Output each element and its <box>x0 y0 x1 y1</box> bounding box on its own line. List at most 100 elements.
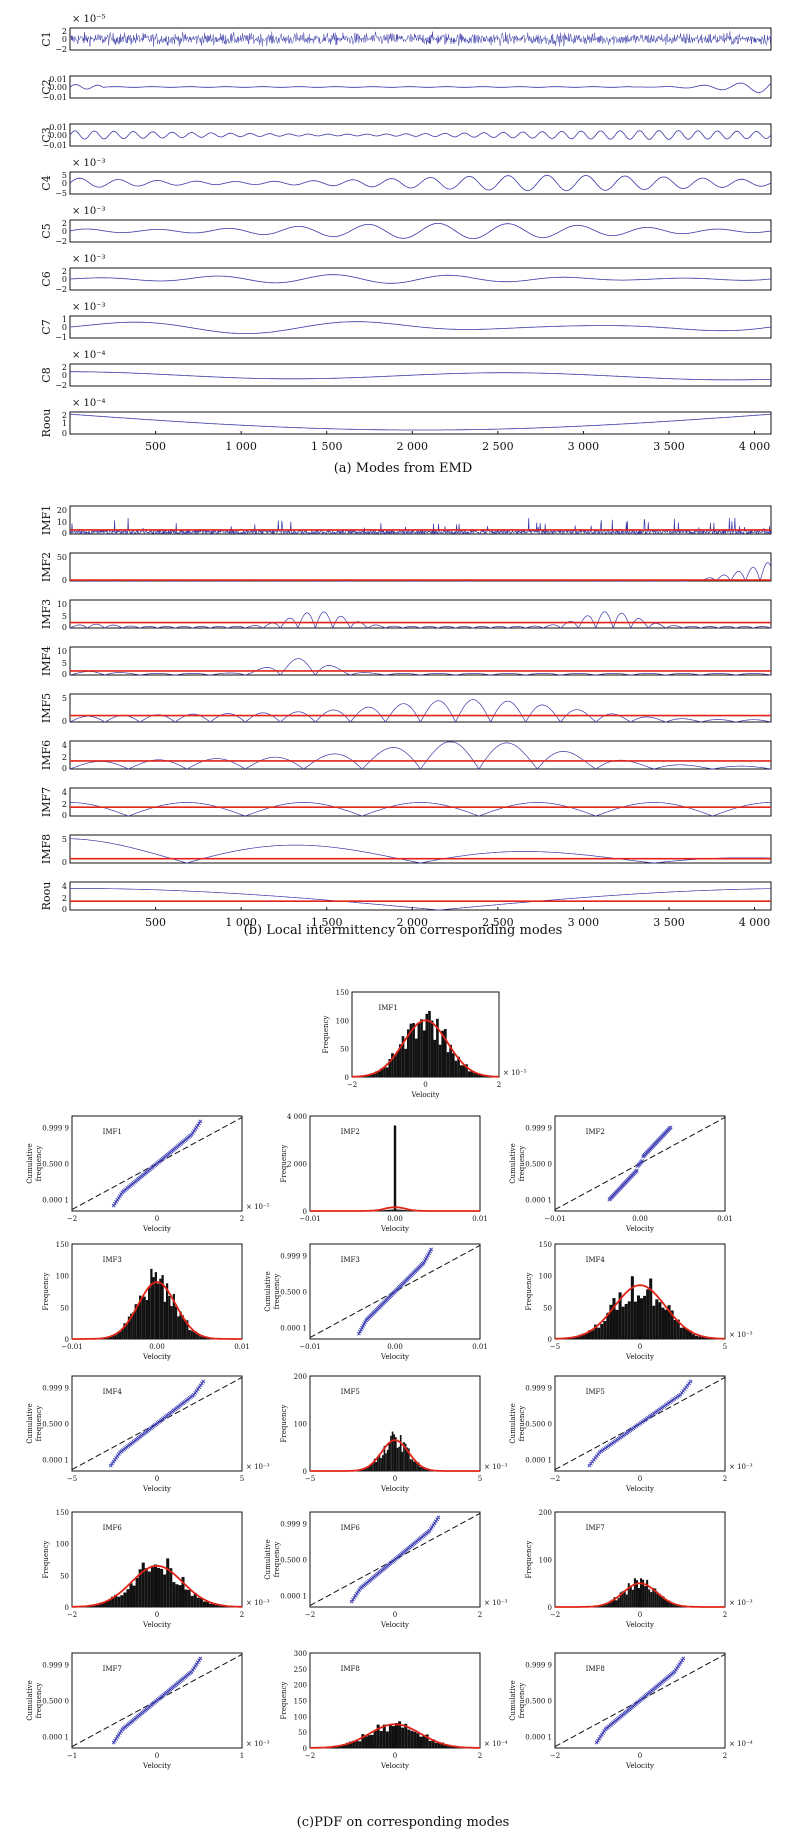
histogram-bar <box>374 1730 377 1748</box>
histogram-bar <box>396 1210 397 1211</box>
histogram-bar <box>411 1459 413 1471</box>
histogram-bar <box>416 1733 419 1748</box>
intermittency-series-line <box>70 700 771 722</box>
emd-panel: C5× 10⁻³20−2 <box>40 206 771 246</box>
x-tick-label: 2 <box>478 1611 482 1619</box>
x-tick-label: 0 <box>638 1611 642 1619</box>
y-tick-label: 0.500 0 <box>280 1557 307 1565</box>
histogram-bar <box>407 1730 410 1748</box>
histogram-bar <box>191 1331 193 1339</box>
histogram-bar <box>193 1332 195 1339</box>
histogram-bar <box>600 1324 603 1339</box>
emd-panel: C8× 10⁻⁴20−2 <box>40 350 771 390</box>
y-tick-label: 200 <box>294 1682 307 1690</box>
x-axis-label: Velocity <box>625 1353 654 1361</box>
y-tick-label: 0.500 0 <box>42 1421 69 1429</box>
histogram-bar <box>177 1316 179 1339</box>
x-axis-label: Velocity <box>142 1353 171 1361</box>
histogram-bar <box>616 1310 619 1339</box>
y-tick-label: 150 <box>56 1509 69 1517</box>
y-tick-label: 0.000 1 <box>280 1593 307 1601</box>
histogram-bar <box>640 1298 643 1339</box>
histogram-bar <box>390 1210 391 1211</box>
panel-ylabel: IMF6 <box>40 740 53 770</box>
x-tick-label: 2 000 <box>397 440 429 453</box>
intermittency-series-line <box>70 803 771 817</box>
histogram-bar <box>423 1030 426 1077</box>
y-axis-label: Frequency <box>525 1273 533 1311</box>
histogram-bar <box>375 1462 377 1471</box>
x-axis-label: Velocity <box>380 1353 409 1361</box>
x-tick-label: 3 000 <box>568 916 600 929</box>
histogram-bar <box>455 1061 458 1077</box>
y-tick-label: −2 <box>55 285 67 294</box>
y-axis-label: Cumulative <box>26 1680 34 1721</box>
histogram-bar <box>591 1330 594 1339</box>
histogram-bar <box>209 1604 212 1607</box>
axis-exponent: × 10⁻⁴ <box>729 1740 753 1748</box>
y-tick-label: 2 <box>62 894 67 903</box>
histogram-bar <box>429 1741 432 1748</box>
histogram-bar <box>387 1450 389 1471</box>
panel-exponent: × 10⁻³ <box>72 254 106 265</box>
histogram-bar <box>460 1065 463 1077</box>
modes-from-emd-chart: C1× 10⁻⁵20−2C20.010.00−0.01C30.010.00−0.… <box>40 14 771 453</box>
x-tick-label: 2 <box>497 1081 501 1089</box>
panel-exponent: × 10⁻⁴ <box>72 350 106 361</box>
histogram-bar <box>389 1210 390 1211</box>
panel-ylabel: C5 <box>40 223 53 238</box>
emd-panel: C30.010.00−0.01 <box>40 123 771 150</box>
histogram-bar <box>146 1300 148 1339</box>
y-tick-label: 0.999 9 <box>280 1252 307 1260</box>
intermittency-series-line <box>70 742 771 769</box>
y-axis-label: frequency <box>518 1406 526 1442</box>
panel-label: IMF3 <box>341 1256 360 1264</box>
histogram-bar <box>392 1726 395 1748</box>
histogram-bar <box>398 1447 400 1471</box>
histogram-bar <box>692 1334 695 1339</box>
histogram-bar <box>393 1210 394 1211</box>
x-tick-label: −0.01 <box>544 1215 565 1223</box>
histogram-bar <box>406 1210 407 1211</box>
y-axis-label: Cumulative <box>509 1143 517 1184</box>
x-tick-label: 0.01 <box>472 1215 488 1223</box>
y-axis-label: frequency <box>35 1683 43 1719</box>
y-tick-label: 0 <box>62 811 67 820</box>
histogram-bar <box>622 1307 625 1339</box>
x-tick-label: 2 <box>240 1611 244 1619</box>
x-tick-label: 0 <box>638 1752 642 1760</box>
x-tick-label: 2 <box>478 1752 482 1760</box>
x-tick-label: −1 <box>67 1752 77 1760</box>
histogram-bar <box>630 1586 632 1607</box>
axis-exponent: × 10⁻³ <box>729 1599 753 1607</box>
emd-panel: C7× 10⁻³10−1 <box>40 302 771 342</box>
histogram-bar <box>395 1437 397 1471</box>
histogram-bar <box>402 1452 404 1471</box>
y-axis-label: Cumulative <box>26 1403 34 1444</box>
y-tick-label: 100 <box>539 1273 552 1281</box>
x-axis-label: Velocity <box>380 1225 409 1233</box>
histogram-bar <box>114 1335 116 1339</box>
histogram-bar <box>389 1725 392 1748</box>
histogram-bar <box>126 1324 128 1339</box>
x-tick-label: 0 <box>638 1475 642 1483</box>
x-tick-label: 0 <box>393 1475 397 1483</box>
x-tick-label: 3 000 <box>568 440 600 453</box>
x-tick-label: 0 <box>155 1215 159 1223</box>
y-tick-label: 50 <box>340 1046 349 1054</box>
axis-exponent: × 10⁻⁵ <box>246 1203 270 1211</box>
x-tick-label: 5 <box>723 1343 727 1351</box>
histogram-bar <box>415 1039 418 1077</box>
x-tick-label: −2 <box>305 1752 315 1760</box>
y-tick-label: 150 <box>56 1241 69 1249</box>
histogram-bar <box>119 1332 121 1339</box>
histogram-bar <box>626 1594 628 1607</box>
histogram-bar <box>386 1067 389 1077</box>
histogram-bar <box>367 1735 370 1748</box>
histogram-bar <box>616 1600 618 1607</box>
histogram-bar <box>452 1053 455 1077</box>
